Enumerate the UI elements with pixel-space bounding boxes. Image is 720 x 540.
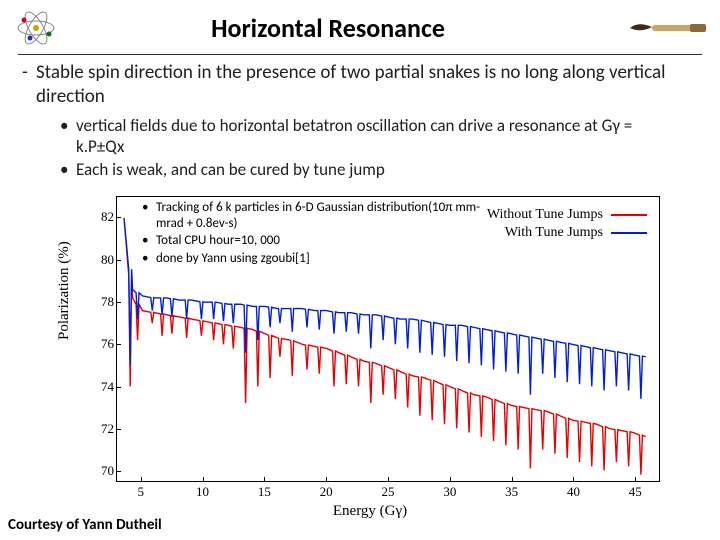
x-tick-label: 5	[137, 484, 144, 500]
sub-bullet-list: vertical fields due to horizontal betatr…	[0, 109, 720, 185]
note-item: Tracking of 6 k particles in 6-D Gaussia…	[142, 200, 502, 231]
x-tick-label: 20	[320, 484, 333, 500]
tracking-notes: Tracking of 6 k particles in 6-D Gaussia…	[142, 200, 502, 268]
x-tick-label: 10	[196, 484, 209, 500]
legend-label: With Tune Jumps	[505, 225, 603, 241]
sub-bullet: vertical fields due to horizontal betatr…	[60, 115, 660, 158]
x-axis-label: Energy (Gγ)	[333, 503, 407, 520]
legend-swatch	[611, 214, 647, 216]
brush-icon	[628, 13, 708, 43]
y-tick-label: 78	[90, 294, 114, 310]
y-tick-label: 82	[90, 209, 114, 225]
note-item: done by Yann using zgoubi[1]	[142, 251, 502, 267]
note-item: Total CPU hour=10, 000	[142, 233, 502, 249]
x-tick-label: 35	[505, 484, 518, 500]
y-tick-label: 76	[90, 336, 114, 352]
sub-bullet: Each is weak, and can be cured by tune j…	[60, 159, 660, 180]
x-tick-label: 15	[258, 484, 271, 500]
chart-legend: Without Tune Jumps With Tune Jumps	[487, 207, 647, 243]
x-tick-label: 40	[567, 484, 580, 500]
legend-item: With Tune Jumps	[487, 225, 647, 241]
y-axis-label: Polarization (%)	[56, 241, 73, 340]
y-tick-label: 70	[90, 463, 114, 479]
legend-item: Without Tune Jumps	[487, 207, 647, 223]
x-tick-label: 45	[629, 484, 642, 500]
x-tick-label: 30	[443, 484, 456, 500]
main-bullet: Stable spin direction in the presence of…	[0, 61, 720, 109]
legend-swatch	[611, 232, 647, 234]
y-tick-label: 80	[90, 252, 114, 268]
y-tick-label: 72	[90, 421, 114, 437]
divider	[18, 54, 702, 55]
page-title: Horizontal Resonance	[28, 12, 628, 44]
courtesy-text: Courtesy of Yann Dutheil	[8, 516, 162, 534]
y-tick-label: 74	[90, 379, 114, 395]
legend-label: Without Tune Jumps	[487, 207, 603, 223]
x-tick-label: 25	[382, 484, 395, 500]
